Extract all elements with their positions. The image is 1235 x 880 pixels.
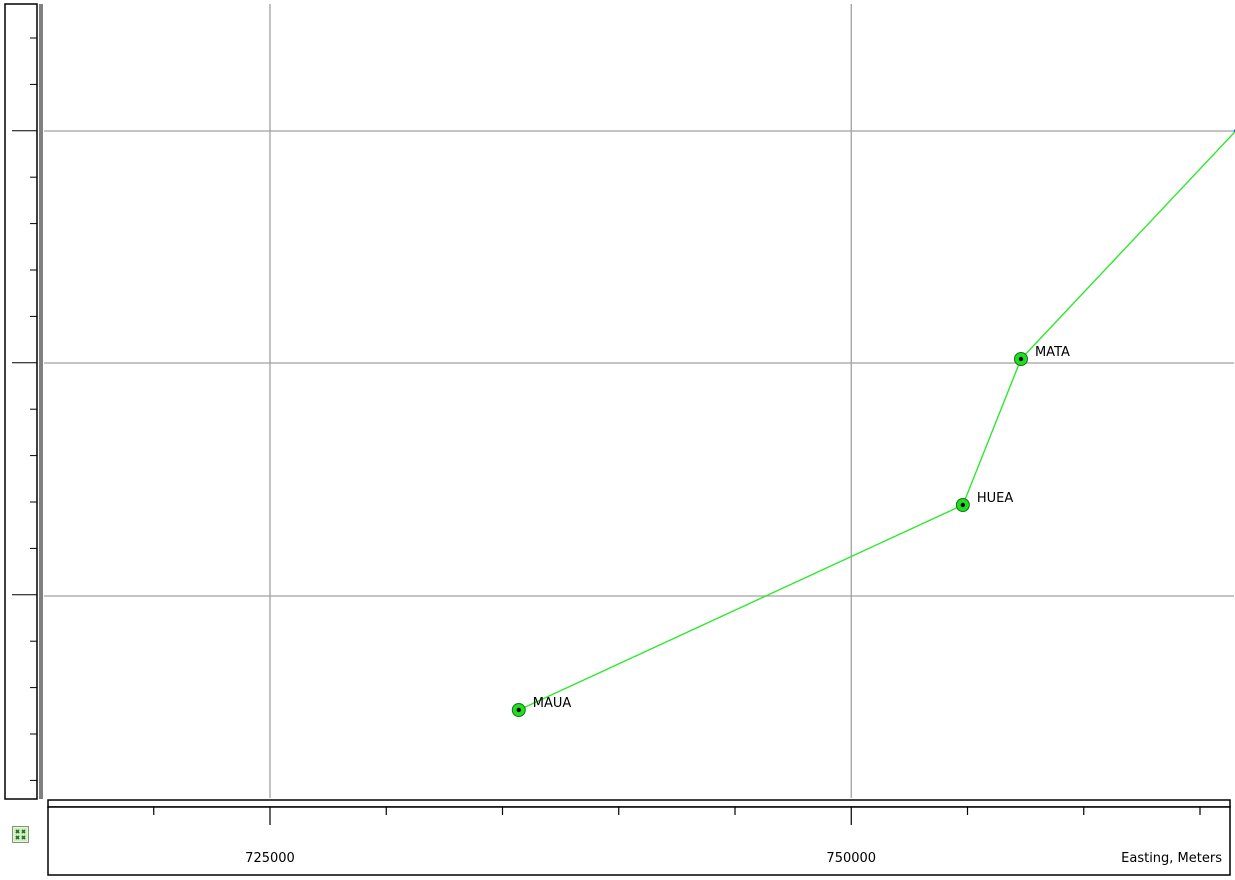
station-label-maua: MAUA (533, 696, 572, 711)
y-axis-ticks (12, 37, 37, 781)
station-marker-dot (516, 707, 521, 713)
x-tick-label-1: 750000 (826, 851, 876, 866)
station-mata[interactable]: MATA (1013, 345, 1070, 366)
station-huea[interactable]: HUEA (955, 491, 1014, 512)
station-maua[interactable]: MAUA (511, 696, 572, 717)
x-axis-ticks: 725000750000775000800000 (153, 807, 1201, 866)
station-grid-icon[interactable] (12, 826, 29, 843)
station-grid-icon-glyph (14, 828, 27, 841)
y-axis-ruler (4, 3, 38, 800)
grid (44, 4, 1234, 798)
station-label-mata: MATA (1035, 345, 1070, 360)
station-label-huea: HUEA (977, 491, 1014, 506)
x-axis-title: Easting, Meters (1121, 851, 1222, 866)
station-marker-dot (960, 502, 966, 508)
x-axis-ruler-band (47, 799, 1231, 808)
x-tick-label-0: 725000 (245, 851, 295, 866)
plot-area[interactable] (44, 4, 1234, 798)
x-axis-ruler (47, 806, 1231, 876)
stations: BOY-ALLICOMATAHUEAMAUA (511, 128, 1235, 717)
station-marker-dot (1018, 356, 1024, 362)
